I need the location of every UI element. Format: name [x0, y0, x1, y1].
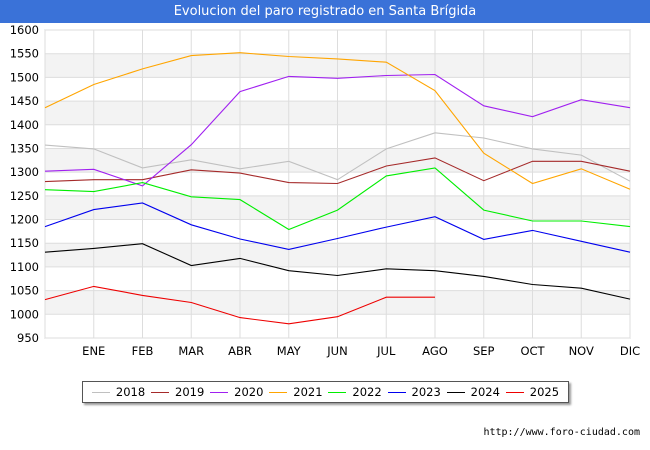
x-tick-label: FEB [132, 344, 154, 358]
legend: 2018 2019 2020 2021 2022 2023 2024 2025 [82, 381, 569, 403]
x-tick-label: AGO [422, 344, 448, 358]
legend-swatch [328, 391, 347, 393]
legend-label: 2019 [175, 385, 205, 399]
y-tick-label: 950 [17, 331, 39, 345]
series-line-2025 [44, 285, 435, 325]
x-tick-label: OCT [520, 344, 545, 358]
series-line-2019 [44, 157, 631, 185]
source-credit: http://www.foro-ciudad.com [483, 427, 640, 438]
legend-label: 2025 [529, 385, 560, 399]
y-tick-label: 1150 [10, 236, 39, 250]
series-line-2022 [44, 167, 631, 231]
x-tick-label: SEP [473, 344, 495, 358]
legend-swatch [91, 391, 110, 393]
x-axis-ticks: ENE FEB MAR ABR MAY JUN JUL AGO SEP OCT NOV DIC [82, 344, 640, 358]
chart-title: Evolucion del paro registrado en Santa B… [0, 0, 650, 23]
y-tick-label: 1500 [10, 70, 39, 84]
y-tick-label: 1350 [10, 141, 39, 155]
series-line-2018 [44, 132, 631, 182]
legend-label: 2023 [411, 385, 441, 399]
legend-item-2021: 2021 [269, 385, 323, 399]
legend-item-2025: 2025 [505, 385, 560, 399]
series-line-2024 [44, 243, 631, 300]
y-axis-ticks: 950 1000 1050 1100 1150 1200 1250 1300 1350 1400 1… [10, 23, 39, 345]
legend-label: 2020 [234, 385, 264, 399]
x-tick-label: ABR [228, 344, 252, 358]
series-line-2020 [44, 73, 631, 187]
y-tick-label: 1450 [10, 94, 39, 108]
y-tick-label: 1100 [10, 260, 39, 274]
legend-label: 2024 [470, 385, 500, 399]
legend-swatch [446, 391, 465, 393]
legend-item-2023: 2023 [387, 385, 441, 399]
x-tick-label: ENE [82, 344, 105, 358]
x-tick-label: JUL [376, 344, 396, 358]
legend-label: 2021 [293, 385, 323, 399]
series-lines [44, 52, 631, 325]
y-tick-label: 1400 [10, 118, 39, 132]
legend-swatch [505, 391, 524, 393]
legend-item-2020: 2020 [210, 385, 263, 399]
y-tick-label: 1300 [10, 165, 39, 179]
legend-label: 2022 [352, 385, 382, 399]
y-tick-label: 1200 [10, 213, 39, 227]
x-tick-label: MAY [277, 344, 302, 358]
series-line-2021 [44, 52, 631, 190]
legend-swatch [387, 391, 406, 393]
y-tick-label: 1000 [10, 307, 39, 321]
legend-label: 2018 [115, 385, 146, 399]
y-tick-label: 1250 [10, 189, 39, 203]
x-tick-label: JUN [326, 344, 347, 358]
legend-item-2019: 2019 [151, 385, 204, 399]
x-tick-label: NOV [569, 344, 594, 358]
legend-item-2018: 2018 [91, 385, 146, 399]
y-tick-label: 1550 [10, 47, 39, 61]
x-tick-label: MAR [178, 344, 204, 358]
series-line-2023 [44, 202, 631, 253]
legend-swatch [210, 391, 229, 393]
y-tick-label: 1600 [10, 23, 39, 37]
legend-swatch [151, 391, 170, 393]
x-tick-label: DIC [620, 344, 640, 358]
legend-item-2024: 2024 [446, 385, 500, 399]
legend-item-2022: 2022 [328, 385, 382, 399]
legend-swatch [269, 391, 288, 393]
y-tick-label: 1050 [10, 284, 39, 298]
